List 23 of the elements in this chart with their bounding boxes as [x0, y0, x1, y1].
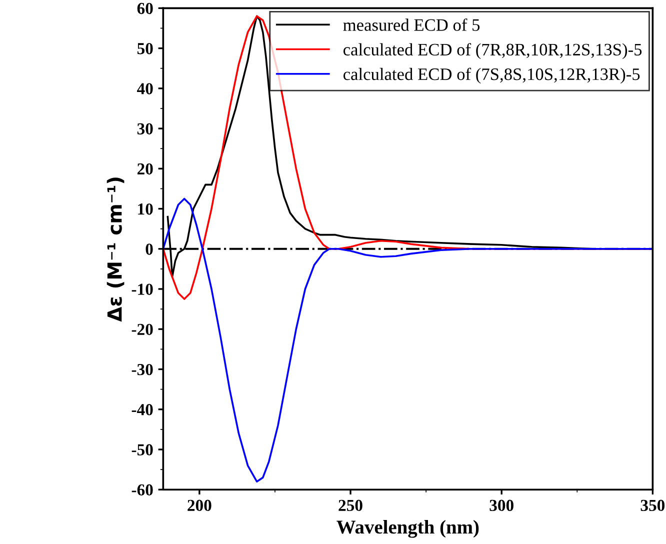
y-tick-label: 60 — [137, 2, 153, 14]
y-tick-label: -20 — [132, 324, 153, 336]
y-tick-label: -40 — [132, 404, 153, 416]
x-tick-label: 300 — [490, 500, 514, 512]
line-series — [163, 198, 653, 482]
x-axis-title: Wavelength (nm) — [336, 520, 479, 538]
y-tick-label: 20 — [137, 163, 153, 175]
y-tick-label: -50 — [132, 444, 153, 456]
y-tick-label: 50 — [137, 42, 153, 54]
y-tick-label: 10 — [138, 203, 153, 215]
y-tick-label: -30 — [132, 364, 153, 376]
y-tick-label: 40 — [137, 83, 153, 94]
y-tick-label: -60 — [132, 484, 153, 496]
y-axis-title: Δε (M⁻¹ cm⁻¹) — [106, 178, 124, 322]
y-tick-label: 0 — [146, 244, 153, 255]
x-tick-label: 350 — [640, 500, 665, 512]
y-tick-label: -10 — [132, 284, 153, 295]
legend-label: calculated ECD of (7R,8R,10R,12S,13S)-5 — [343, 43, 642, 60]
x-tick-label: 200 — [188, 500, 212, 512]
y-tick-label: 30 — [137, 123, 153, 134]
legend-label: calculated ECD of (7S,8S,10S,12R,13R)-5 — [343, 68, 640, 84]
legend-label: measured ECD of 5 — [343, 18, 480, 31]
x-tick-label: 250 — [338, 500, 362, 512]
